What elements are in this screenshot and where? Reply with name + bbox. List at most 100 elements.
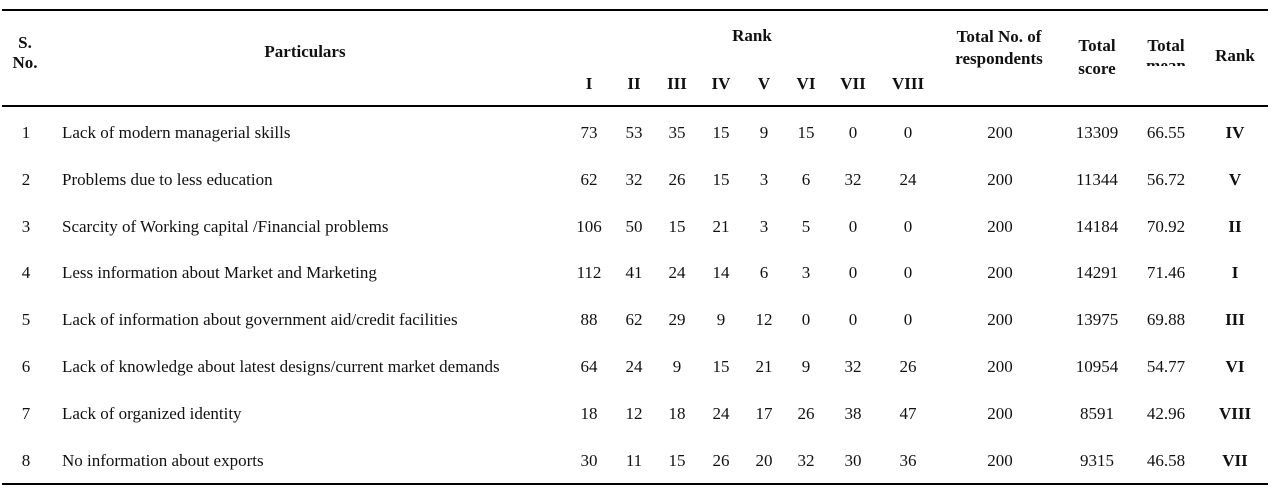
rank-8-count-cell: 26: [899, 357, 917, 376]
header-rank: Rank: [1215, 46, 1255, 65]
total-mean-cell: 54.77: [1146, 357, 1186, 376]
header-total-respondents: Total No. of respondents: [955, 27, 1043, 68]
total-mean-cell: 69.88: [1146, 310, 1186, 330]
particulars-cell: Scarcity of Working capital /Financial p…: [62, 216, 389, 236]
rank-2-count-cell: 12: [625, 403, 643, 423]
total-score-cell: 14291: [1075, 263, 1119, 283]
total-mean-cell: 70.92: [1146, 216, 1186, 236]
serial-number-cell: 5: [21, 310, 31, 330]
rank-4-count-cell: 15: [712, 357, 730, 376]
rank-1-count-cell: 64: [580, 357, 598, 376]
serial-number-cell: 7: [21, 403, 31, 423]
rank-4-count-cell: 14: [712, 263, 730, 283]
rank-5-count-cell: 17: [755, 403, 773, 423]
rank-cell: VII: [1222, 450, 1248, 470]
total-respondents-cell: 200: [987, 169, 1013, 189]
rank-3-count-cell: 35: [668, 123, 686, 142]
rank-1-count-cell: 106: [576, 216, 602, 236]
header-rank-4: IV: [711, 74, 731, 93]
rank-cell: III: [1225, 310, 1245, 330]
particulars-cell: Problems due to less education: [62, 169, 273, 189]
total-respondents-cell: 200: [987, 123, 1013, 142]
header-rank-3: III: [667, 74, 687, 93]
rank-1-count-cell: 112: [576, 263, 602, 283]
rank-8-count-cell: 0: [903, 216, 913, 236]
header-serial-number: S. No.: [12, 33, 38, 71]
rank-7-count-cell: 0: [848, 263, 858, 283]
rank-1-count-cell: 88: [580, 310, 598, 330]
rank-2-count-cell: 24: [625, 357, 643, 376]
table-row: 8 No information about exports 30 11 15 26 20 3…: [0, 449, 1282, 495]
rank-2-count-cell: 53: [625, 123, 643, 142]
rank-8-count-cell: 0: [903, 263, 913, 283]
rank-3-count-cell: 26: [668, 169, 686, 189]
rank-3-count-cell: 15: [668, 216, 686, 236]
rank-2-count-cell: 62: [625, 310, 643, 330]
table-header-rule: [2, 105, 1268, 107]
rank-4-count-cell: 21: [712, 216, 730, 236]
total-score-cell: 14184: [1075, 216, 1119, 236]
rank-4-count-cell: 15: [712, 123, 730, 142]
table-row: 2 Problems due to less education 62 32 26 15 3…: [0, 168, 1282, 214]
rank-7-count-cell: 32: [844, 357, 862, 376]
total-respondents-cell: 200: [987, 450, 1013, 470]
rank-cell: I: [1231, 263, 1239, 283]
total-score-cell: 10954: [1075, 357, 1119, 376]
serial-number-cell: 3: [21, 216, 31, 236]
total-score-cell: 11344: [1076, 169, 1118, 189]
rank-6-count-cell: 0: [801, 310, 811, 330]
header-particulars: Particulars: [264, 42, 346, 61]
total-respondents-cell: 200: [987, 310, 1013, 330]
header-total-score: Total score: [1078, 36, 1116, 78]
rank-5-count-cell: 12: [755, 310, 773, 330]
rank-7-count-cell: 38: [844, 403, 862, 423]
table-row: 7 Lack of organized identity 18 12 18 24 17 26 3…: [0, 402, 1282, 448]
total-respondents-cell: 200: [987, 263, 1013, 283]
rank-6-count-cell: 9: [801, 357, 811, 376]
rank-5-count-cell: 3: [759, 169, 769, 189]
rank-3-count-cell: 24: [668, 263, 686, 283]
rank-4-count-cell: 15: [712, 169, 730, 189]
header-rank-2: II: [627, 74, 641, 93]
particulars-cell: Lack of information about government aid…: [62, 310, 458, 330]
total-score-cell: 8591: [1080, 403, 1114, 423]
rank-8-count-cell: 36: [899, 450, 917, 470]
rank-6-count-cell: 6: [801, 169, 811, 189]
rank-8-count-cell: 47: [899, 403, 917, 423]
rank-6-count-cell: 5: [801, 216, 811, 236]
serial-number-cell: 2: [21, 169, 31, 189]
header-rank-5: V: [757, 74, 771, 93]
rank-4-count-cell: 24: [712, 403, 730, 423]
rank-7-count-cell: 0: [848, 310, 858, 330]
table-bottom-rule: [2, 483, 1268, 485]
rank-5-count-cell: 21: [755, 357, 773, 376]
rank-8-count-cell: 0: [903, 310, 913, 330]
table-row: 3 Scarcity of Working capital /Financial …: [0, 215, 1282, 261]
rank-cell: VIII: [1218, 403, 1252, 423]
rank-2-count-cell: 32: [625, 169, 643, 189]
particulars-cell: Lack of modern managerial skills: [62, 123, 291, 142]
table-row: 6 Lack of knowledge about latest designs/…: [0, 355, 1282, 401]
rank-1-count-cell: 62: [580, 169, 598, 189]
rank-5-count-cell: 6: [759, 263, 769, 283]
header-rank-1: I: [585, 74, 593, 93]
total-score-cell: 13975: [1075, 310, 1119, 330]
rank-5-count-cell: 3: [759, 216, 769, 236]
rank-7-count-cell: 30: [844, 450, 862, 470]
rank-6-count-cell: 32: [797, 450, 815, 470]
rank-5-count-cell: 9: [759, 123, 769, 142]
total-mean-cell: 46.58: [1146, 450, 1186, 470]
rank-2-count-cell: 50: [625, 216, 643, 236]
total-respondents-cell: 200: [987, 403, 1013, 423]
table-row: 1 Lack of modern managerial skills 73 53 35 1…: [0, 121, 1282, 167]
serial-number-cell: 8: [21, 450, 31, 470]
header-total-mean: Total mean: [1146, 36, 1186, 66]
rank-6-count-cell: 3: [801, 263, 811, 283]
rank-2-count-cell: 11: [625, 450, 643, 470]
particulars-cell: No information about exports: [62, 450, 264, 470]
table-row: 5 Lack of information about government ai…: [0, 308, 1282, 354]
total-mean-cell: 42.96: [1146, 403, 1186, 423]
rank-1-count-cell: 73: [580, 123, 598, 142]
rank-cell: VI: [1225, 357, 1245, 376]
rank-1-count-cell: 30: [580, 450, 598, 470]
